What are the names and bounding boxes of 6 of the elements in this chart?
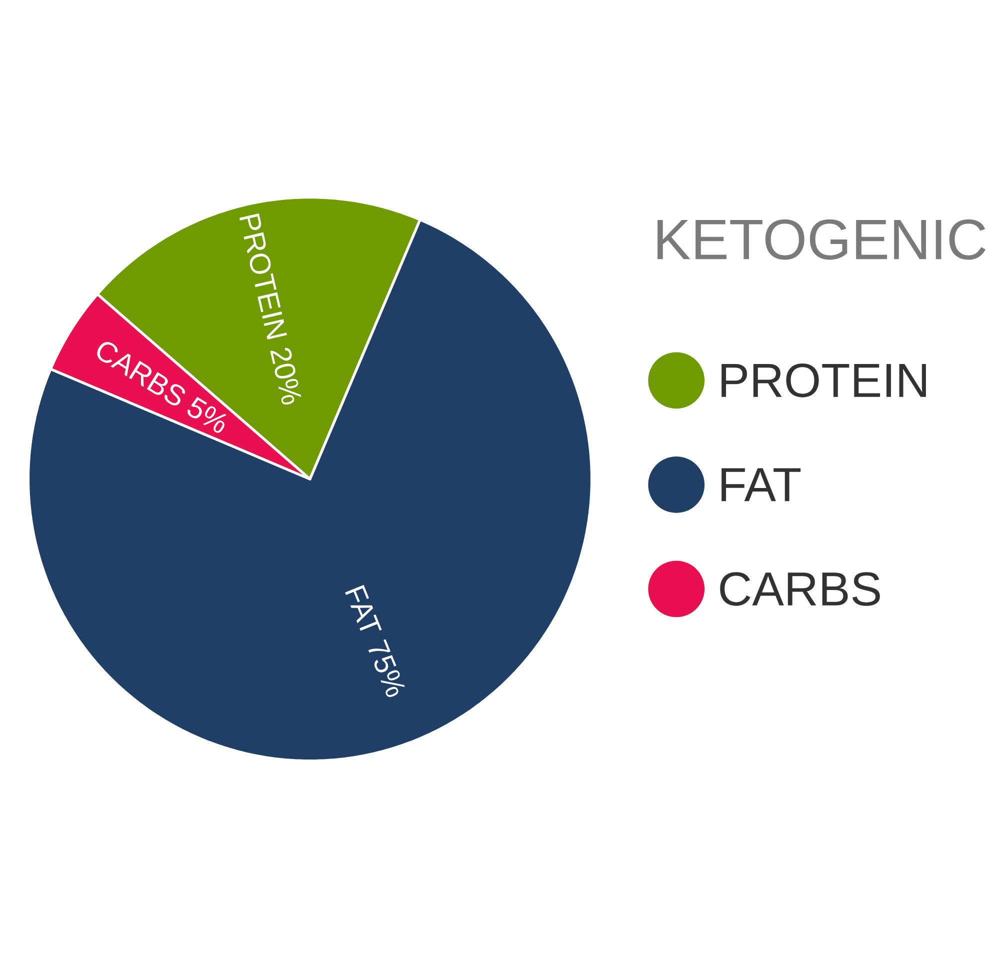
data-label: PROTEIN 20% [239,213,302,404]
data-label: FAT 75% [345,584,405,697]
chart-title: KETOGENIC [658,219,986,260]
legend-label: CARBS [720,572,880,606]
legend-label: PROTEIN [722,363,926,398]
legend-label: FAT [722,468,801,502]
